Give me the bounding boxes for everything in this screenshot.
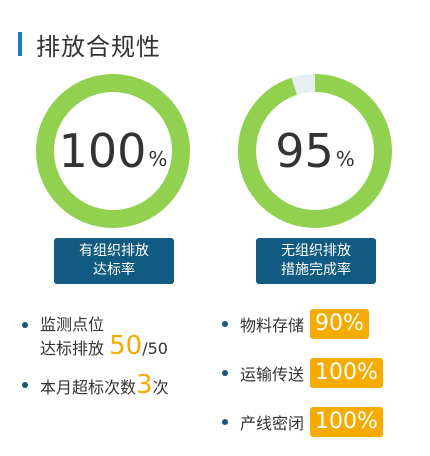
rate-badge: 100% — [310, 407, 383, 437]
caption-line2: 措施完成率 — [281, 262, 351, 278]
rate-label: 产线密闭 — [240, 414, 305, 433]
caption-organized-emission: 有组织排放 达标率 — [54, 238, 174, 284]
caption-fugitive-emission: 无组织排放 措施完成率 — [256, 238, 376, 284]
gauge-unit: % — [148, 147, 168, 171]
stat-value: 3 — [136, 370, 153, 400]
stat-label: 达标排放 — [40, 339, 105, 358]
rate-badge: 90% — [310, 309, 369, 339]
stat-total: /50 — [142, 339, 168, 358]
rate-label: 运输传送 — [240, 365, 305, 384]
ring-chart — [238, 74, 392, 228]
bullet-dot — [222, 321, 228, 327]
caption-line1: 有组织排放 — [79, 243, 149, 259]
ring-progress — [238, 74, 392, 228]
rate-line-sealing: 产线密闭 100% — [222, 406, 383, 438]
bullet-dot — [22, 382, 28, 388]
caption-line1: 无组织排放 — [281, 243, 351, 259]
rate-material-storage: 物料存储 90% — [222, 308, 383, 340]
stat-monitor-points: 监测点位 达标排放 50/50 — [22, 314, 169, 360]
stat-value: 50 — [109, 331, 143, 361]
stat-label: 监测点位 — [40, 315, 105, 334]
bullet-dot — [222, 370, 228, 376]
section-header: 排放合规性 — [18, 30, 161, 61]
stat-exceed-count: 本月超标次数3次 — [22, 370, 169, 403]
gauge-organized-emission: 100% — [35, 73, 191, 229]
gauge-unit: % — [335, 147, 355, 171]
page-title: 排放合规性 — [36, 32, 161, 61]
gauge-value: 100 — [58, 124, 147, 178]
stat-unit: 次 — [152, 378, 169, 397]
caption-line2: 达标率 — [93, 262, 135, 278]
stat-label: 本月超标次数 — [40, 378, 137, 397]
bullet-dot — [222, 419, 228, 425]
accent-bar — [18, 32, 22, 56]
rate-label: 物料存储 — [240, 316, 305, 335]
gauge-fugitive-emission: 95% — [237, 73, 393, 229]
bullet-dot — [22, 322, 28, 328]
measure-rates: 物料存储 90% 运输传送 100% 产线密闭 100% — [222, 308, 383, 455]
rate-badge: 100% — [310, 358, 383, 388]
gauge-value: 95 — [275, 124, 334, 178]
rate-transport: 运输传送 100% — [222, 357, 383, 389]
ring-chart — [36, 74, 190, 228]
stats-list: 监测点位 达标排放 50/50 本月超标次数3次 — [22, 314, 169, 403]
ring-progress — [36, 74, 190, 228]
